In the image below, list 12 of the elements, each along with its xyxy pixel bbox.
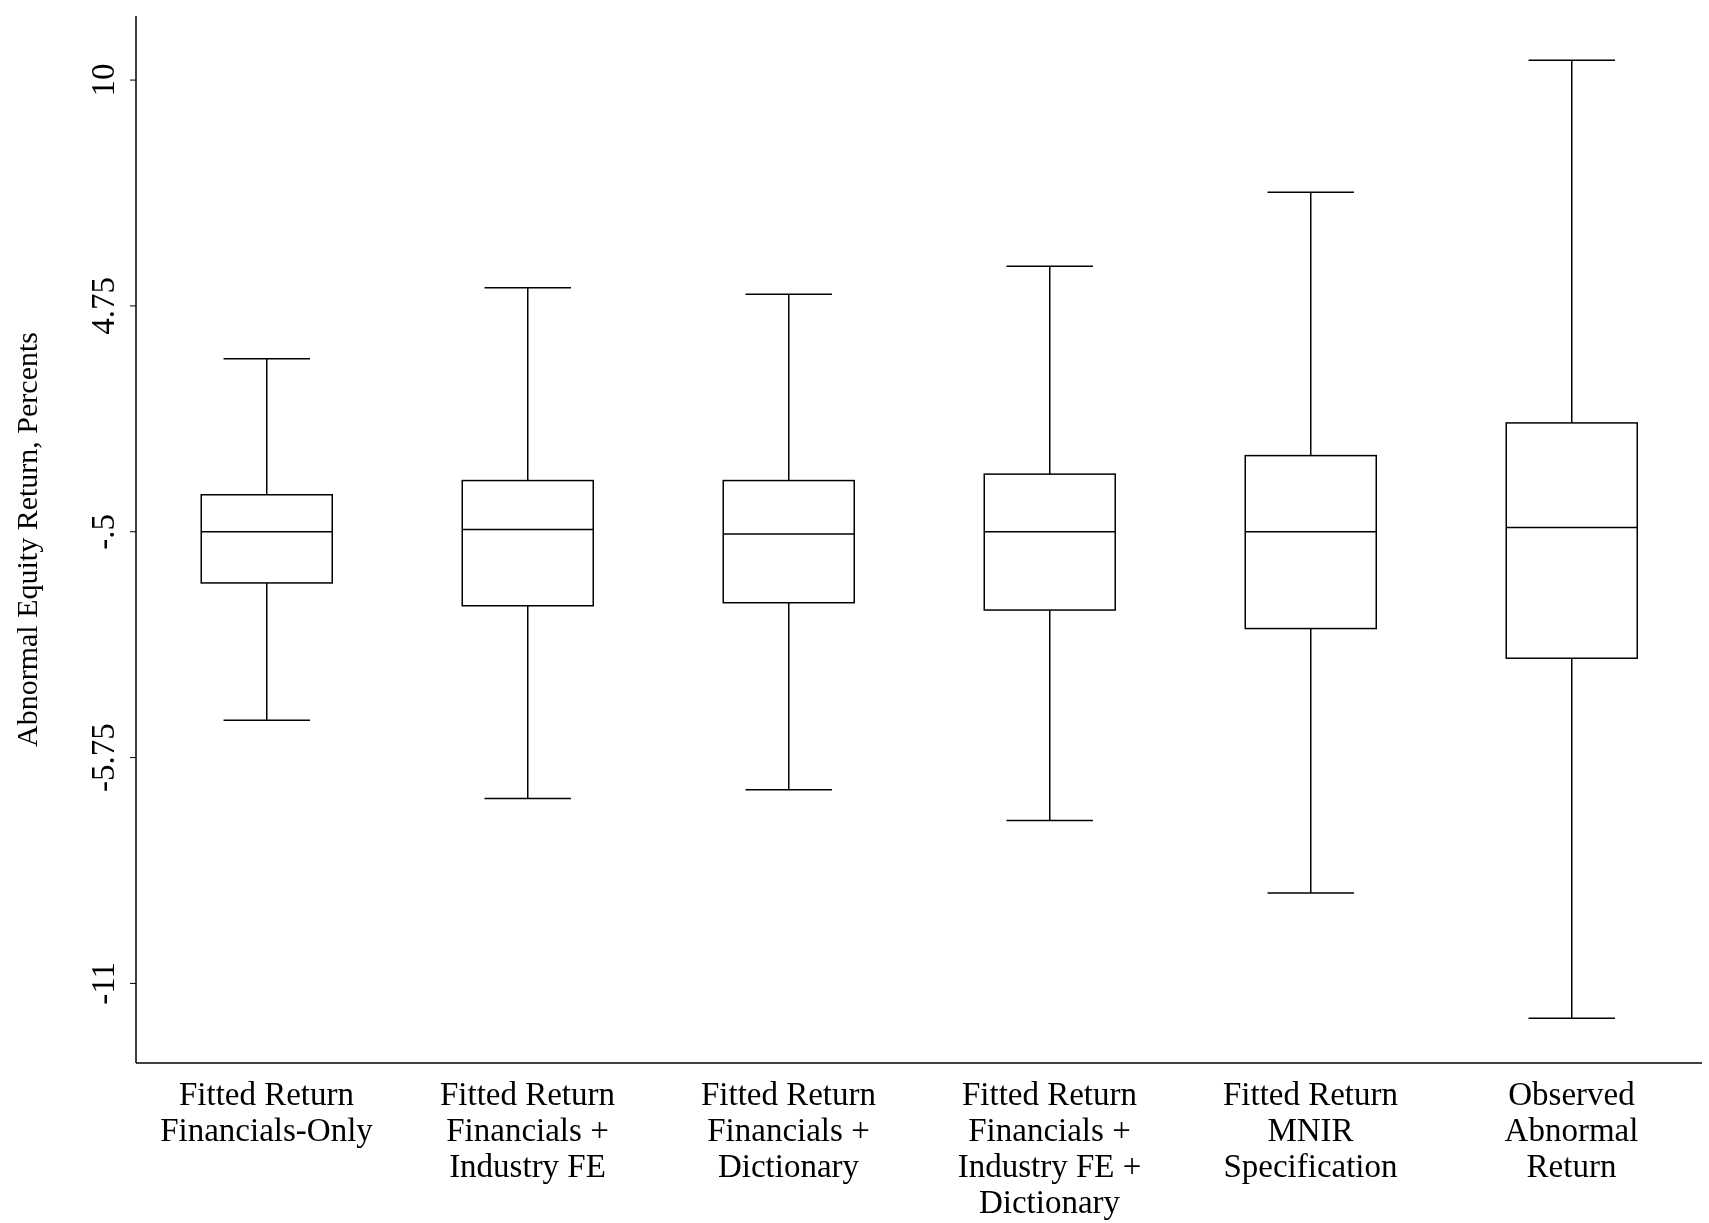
y-tick-label: 10 bbox=[85, 63, 121, 97]
x-tick-label: Fitted Return Financials-Only bbox=[160, 1076, 374, 1148]
y-tick-label: -5.75 bbox=[85, 723, 121, 792]
y-tick-label: -.5 bbox=[85, 513, 121, 550]
x-tick-label: Fitted Return Financials + Industry FE + Dictionary bbox=[957, 1076, 1142, 1220]
x-tick-label: Observed Abnormal Return bbox=[1504, 1076, 1639, 1184]
y-axis-title: Abnormal Equity Return, Percents bbox=[9, 332, 43, 747]
y-tick-label: -11 bbox=[85, 962, 121, 1005]
x-tick-label: Fitted Return MNIR Specification bbox=[1222, 1076, 1399, 1184]
x-tick-label: Fitted Return Financials + Industry FE bbox=[439, 1076, 616, 1184]
y-tick-label: 4.75 bbox=[85, 277, 121, 335]
x-tick-label: Fitted Return Financials + Dictionary bbox=[700, 1076, 877, 1184]
